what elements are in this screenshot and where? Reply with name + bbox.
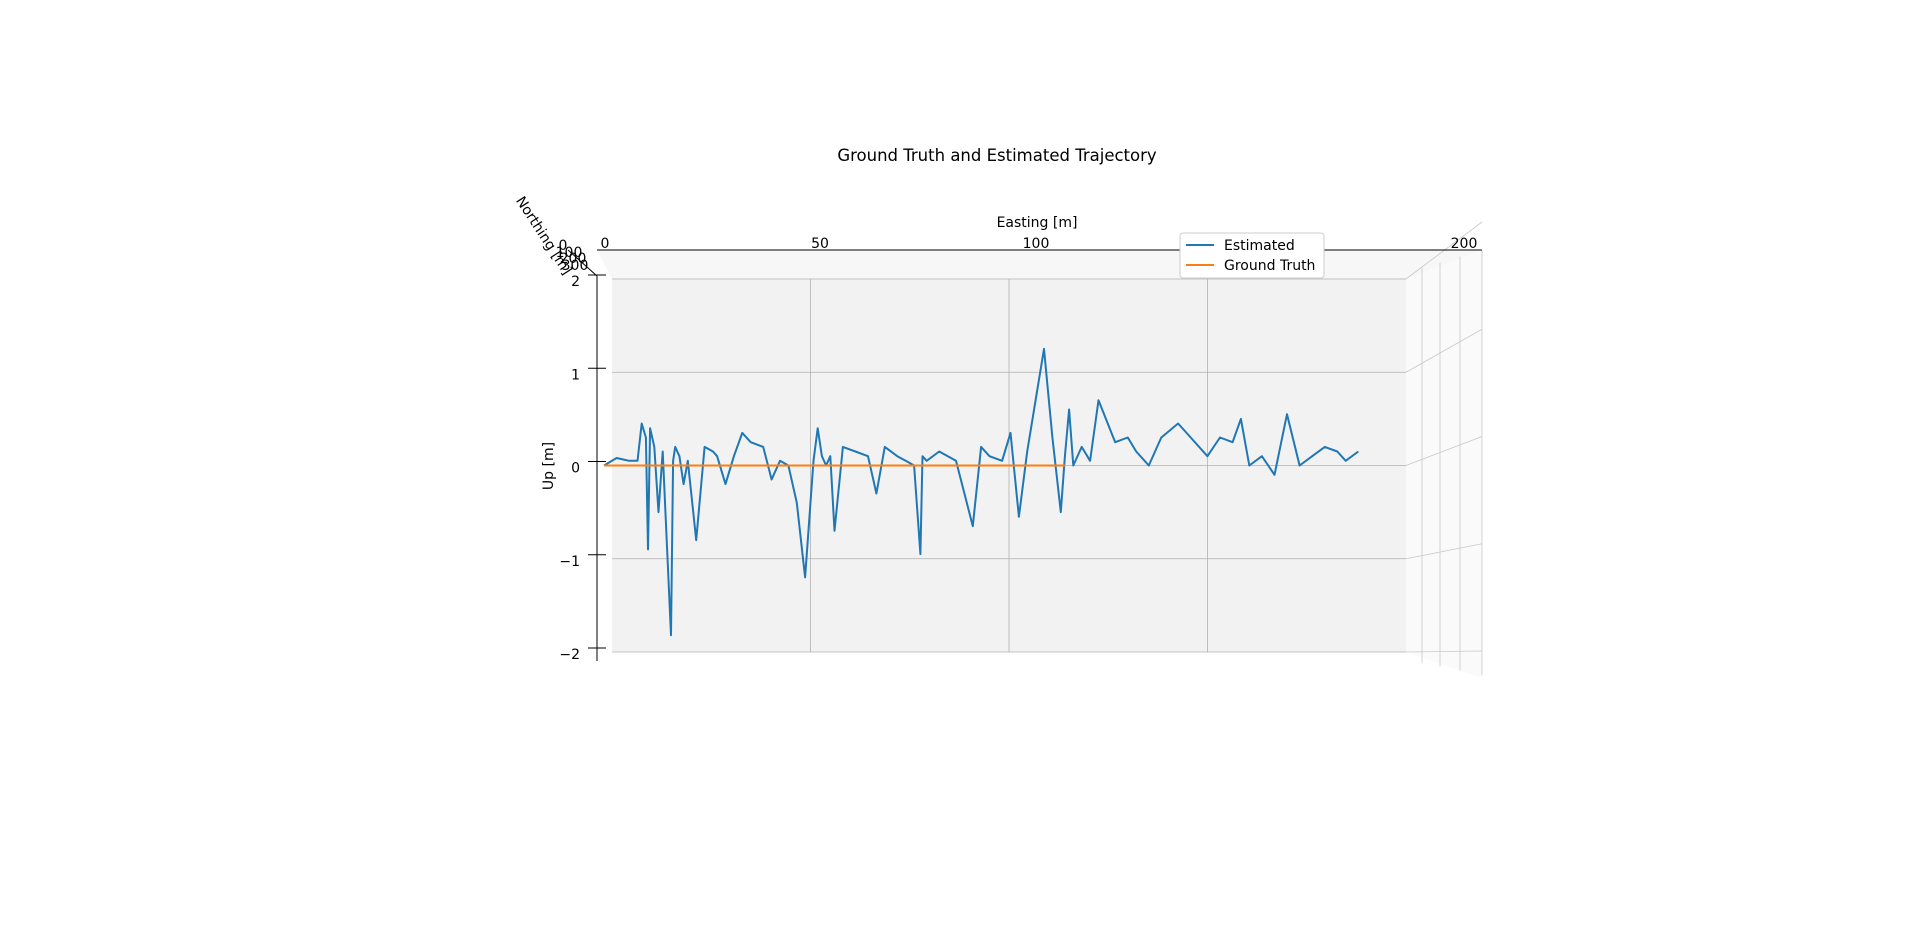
- y-axis-line: [567, 249, 598, 277]
- grid: [612, 221, 1483, 676]
- z-tick-label: 1: [571, 367, 580, 383]
- z-gridline-side: [1405, 650, 1483, 653]
- series-line-estimated: [603, 347, 1359, 637]
- series-layer: [603, 347, 1359, 637]
- x-tick-label: 0: [601, 236, 610, 252]
- x-tick-label: 50: [811, 236, 829, 252]
- side-pane: [1406, 250, 1482, 678]
- floor-pane: [597, 250, 1482, 279]
- legend-label-ground-truth: Ground Truth: [1224, 258, 1315, 274]
- z-axis-title: Up [m]: [541, 442, 557, 490]
- y-tick-label: 0: [559, 238, 568, 254]
- x-axis-title: Easting [m]: [997, 215, 1078, 231]
- z-gridline-side: [1405, 328, 1483, 373]
- z-gridline-side: [1405, 436, 1483, 466]
- legend-label-estimated: Estimated: [1224, 238, 1295, 254]
- z-gridline-side: [1405, 543, 1483, 560]
- y-tick-label: 300: [562, 258, 589, 274]
- y-tick-label: 100: [556, 245, 583, 261]
- y-tick-label: 200: [560, 251, 587, 267]
- legend: Estimated Ground Truth: [1179, 232, 1325, 279]
- x-tick-label: 200: [1451, 236, 1478, 252]
- z-tick-label: −2: [559, 647, 580, 663]
- y-axis-title: Northing [m]: [512, 194, 574, 278]
- x-tick-label: 100: [1023, 236, 1050, 252]
- chart-title: Ground Truth and Estimated Trajectory: [837, 146, 1157, 165]
- legend-frame: [1179, 232, 1325, 279]
- z-tick-label: −1: [559, 554, 580, 570]
- z-tick-label: 0: [571, 461, 580, 477]
- z-tick-label: 2: [571, 274, 580, 290]
